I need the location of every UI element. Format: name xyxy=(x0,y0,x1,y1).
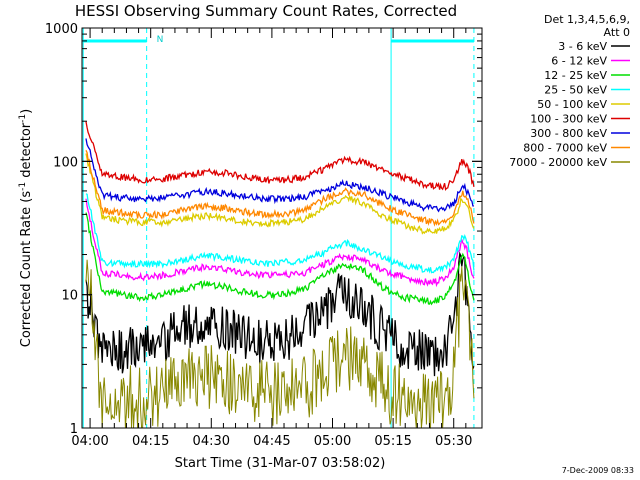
y-title-sup2: -1 xyxy=(18,114,28,123)
y-title-part1: Corrected Count Rate (s xyxy=(19,191,34,348)
y-tick-label-1: 10 xyxy=(61,289,78,304)
series-line-5 xyxy=(85,121,475,192)
y-tick-label-3: 1000 xyxy=(45,22,78,37)
series-line-6 xyxy=(85,138,474,213)
legend-label-0: 3 - 6 keV xyxy=(558,40,607,53)
legend-label-4: 50 - 100 keV xyxy=(537,98,607,111)
x-tick-label-4: 05:00 xyxy=(314,434,351,449)
legend-header-1: Det 1,3,4,5,6,9, xyxy=(544,13,630,26)
y-title-part2: detector xyxy=(19,122,34,182)
legend-label-3: 25 - 50 keV xyxy=(544,84,607,97)
y-tick-label-0: 1 xyxy=(70,422,78,437)
series-line-8 xyxy=(85,259,475,429)
plot-frame xyxy=(81,27,483,429)
x-tick-label-3: 04:45 xyxy=(253,434,290,449)
series-line-1 xyxy=(85,198,475,288)
timestamp: 7-Dec-2009 08:33 xyxy=(562,466,634,475)
x-tick-label-6: 05:30 xyxy=(435,434,472,449)
series-line-4 xyxy=(85,153,475,235)
series-line-2 xyxy=(85,212,475,306)
y-axis-title: Corrected Count Rate (s-1 detector-1) xyxy=(18,109,34,347)
legend-label-2: 12 - 25 keV xyxy=(544,69,607,82)
series-line-0 xyxy=(85,251,475,377)
legend-label-7: 800 - 7000 keV xyxy=(523,142,607,155)
legend-label-6: 300 - 800 keV xyxy=(530,127,607,140)
plot-area xyxy=(82,28,475,429)
x-axis-title: Start Time (31-Mar-07 03:58:02) xyxy=(175,456,386,471)
y-axis: 1 10 100 1000 xyxy=(45,22,482,437)
y-title-part3: ) xyxy=(19,109,34,114)
x-tick-label-5: 05:15 xyxy=(374,434,411,449)
series-lines xyxy=(85,121,475,429)
legend-label-5: 100 - 300 keV xyxy=(530,113,607,126)
night-marker: N xyxy=(157,35,164,45)
y-tick-label-2: 100 xyxy=(53,155,78,170)
legend-header-2: Att 0 xyxy=(604,26,630,39)
x-tick-label-1: 04:15 xyxy=(132,434,169,449)
series-line-3 xyxy=(85,193,475,274)
x-axis: 04:00 04:15 04:30 04:45 05:00 05:15 05:30 xyxy=(71,28,472,449)
x-tick-label-2: 04:30 xyxy=(193,434,230,449)
chart-title: HESSI Observing Summary Count Rates, Cor… xyxy=(75,2,457,20)
legend-label-8: 7000 - 20000 keV xyxy=(509,156,607,169)
y-title-sup1: -1 xyxy=(18,182,28,191)
x-tick-label-0: 04:00 xyxy=(71,434,108,449)
series-line-7 xyxy=(85,150,475,227)
legend: Det 1,3,4,5,6,9, Att 0 3 - 6 keV 6 - 12 k… xyxy=(509,13,630,169)
legend-label-1: 6 - 12 keV xyxy=(551,55,607,68)
